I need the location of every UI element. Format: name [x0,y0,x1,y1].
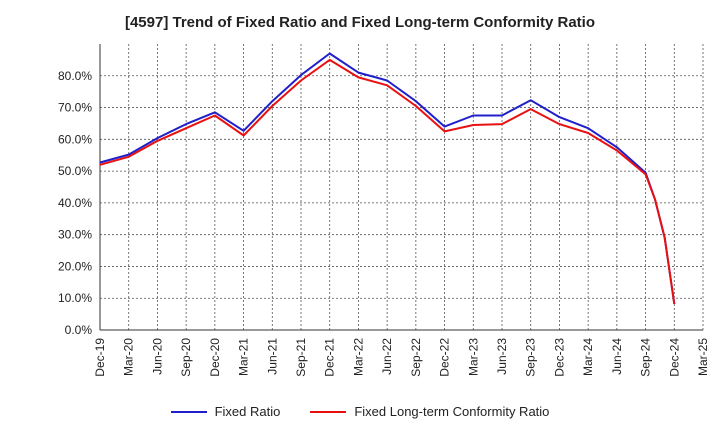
legend-swatch-fixed-ratio [170,410,207,413]
x-tick-label: Dec-22 [438,338,452,377]
x-tick-label: Mar-25 [696,338,710,376]
x-tick-label: Dec-20 [208,338,222,377]
y-tick-label: 30.0% [58,228,92,242]
legend-label-fixed-ratio: Fixed Ratio [214,404,281,419]
x-tick-label: Mar-23 [466,338,480,376]
plot-area [100,44,703,330]
legend-swatch-conformity-ratio [310,410,347,413]
y-tick-label: 80.0% [58,69,92,83]
x-tick-label: Jun-22 [380,338,394,375]
x-tick-label: Sep-23 [524,338,538,377]
series-line-fixed-ratio [99,52,676,305]
legend: Fixed Ratio Fixed Long-term Conformity R… [0,404,720,419]
legend-item-conformity-ratio: Fixed Long-term Conformity Ratio [310,404,549,419]
x-tick-label: Jun-21 [265,338,279,375]
y-tick-label: 10.0% [58,291,92,305]
x-tick-label: Sep-22 [409,338,423,377]
x-tick-label: Jun-23 [495,338,509,375]
y-tick-label: 20.0% [58,259,92,273]
x-tick-label: Mar-22 [351,338,365,376]
y-tick-label: 0.0% [65,323,93,337]
chart-title: [4597] Trend of Fixed Ratio and Fixed Lo… [124,14,596,31]
x-tick-label: Mar-24 [581,338,595,376]
x-tick-label: Dec-21 [323,338,337,377]
x-tick-label: Mar-21 [237,338,251,376]
y-tick-label: 50.0% [58,164,92,178]
x-tick-label: Dec-23 [552,338,566,377]
x-tick-label: Jun-20 [150,338,164,375]
series-line-conformity-ratio [99,58,676,305]
x-tick-label: Sep-24 [639,338,653,377]
x-tick-label: Dec-24 [667,338,681,377]
x-tick-label: Dec-19 [93,338,107,377]
y-tick-label: 70.0% [58,101,92,115]
y-tick-label: 60.0% [58,132,92,146]
x-tick-label: Sep-20 [179,338,193,377]
legend-item-fixed-ratio: Fixed Ratio [170,404,281,419]
y-tick-label: 40.0% [58,196,92,210]
x-tick-label: Mar-20 [122,338,136,376]
x-tick-label: Sep-21 [294,338,308,377]
x-tick-label: Jun-24 [610,338,624,375]
legend-label-conformity-ratio: Fixed Long-term Conformity Ratio [354,404,550,419]
